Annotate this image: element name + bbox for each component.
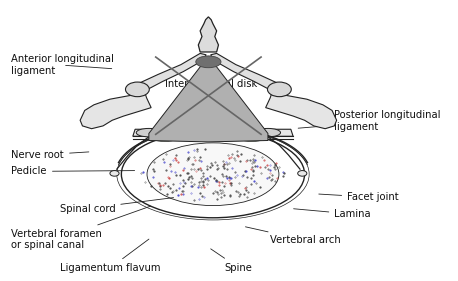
Ellipse shape: [267, 82, 291, 97]
Ellipse shape: [117, 128, 309, 220]
Ellipse shape: [110, 171, 119, 176]
Ellipse shape: [125, 82, 149, 97]
Polygon shape: [198, 17, 218, 52]
Polygon shape: [133, 129, 293, 136]
Text: Vertebral foramen
or spinal canal: Vertebral foramen or spinal canal: [11, 206, 151, 250]
Text: Posterior longitudinal
ligament: Posterior longitudinal ligament: [298, 110, 441, 132]
Text: Intervertebral disk: Intervertebral disk: [164, 79, 257, 96]
Ellipse shape: [196, 56, 221, 68]
Polygon shape: [211, 53, 279, 93]
Text: Lamina: Lamina: [294, 209, 371, 219]
Ellipse shape: [121, 131, 305, 218]
Text: Spinal cord: Spinal cord: [60, 198, 174, 214]
Text: Vertebral arch: Vertebral arch: [245, 227, 341, 245]
Ellipse shape: [136, 128, 161, 137]
Polygon shape: [80, 91, 151, 129]
Text: Spine: Spine: [211, 249, 252, 273]
Text: Anterior longitudinal
ligament: Anterior longitudinal ligament: [11, 55, 114, 76]
Polygon shape: [149, 56, 268, 142]
Text: Nerve root: Nerve root: [11, 150, 89, 160]
Text: Ligamentum flavum: Ligamentum flavum: [60, 239, 160, 273]
Text: Pedicle: Pedicle: [11, 166, 135, 176]
Ellipse shape: [256, 128, 281, 137]
Ellipse shape: [298, 171, 307, 176]
Ellipse shape: [147, 143, 279, 206]
Ellipse shape: [240, 133, 265, 142]
Text: Facet joint: Facet joint: [319, 192, 399, 202]
Ellipse shape: [152, 133, 177, 142]
Polygon shape: [266, 91, 337, 129]
Polygon shape: [137, 53, 206, 93]
